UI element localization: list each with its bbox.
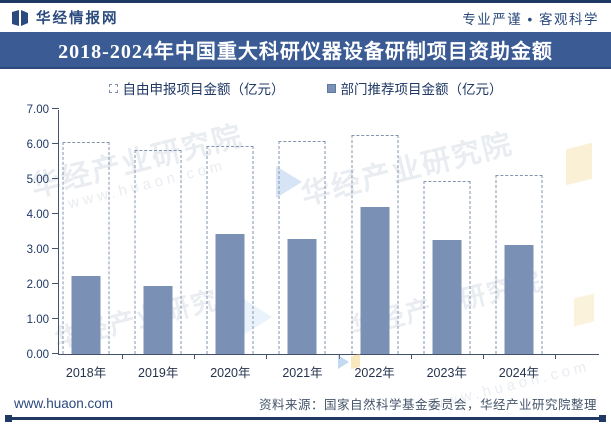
x-axis-labels: 2018年 2019年 2020年 2021年 2022年 2023年 2024年 bbox=[50, 362, 555, 381]
x-axis-label: 2018年 bbox=[65, 366, 107, 380]
brand: 华经情报网 bbox=[12, 7, 119, 28]
legend-item-department-recommended: 部门推荐项目金额（亿元） bbox=[326, 78, 503, 98]
solid-bar-legend-marker-icon bbox=[326, 83, 336, 93]
x-axis-label: 2019年 bbox=[138, 366, 179, 380]
x-axis-label: 2024年 bbox=[498, 366, 540, 380]
data-source-note: 资料来源：国家自然科学基金委员会，华经产业研究院整理 bbox=[258, 397, 597, 412]
bar-group bbox=[483, 110, 555, 354]
y-tick-mark bbox=[52, 353, 59, 354]
dashed-bar-legend-marker-icon bbox=[108, 83, 118, 93]
free-application-bar bbox=[351, 135, 399, 354]
free-application-bar bbox=[62, 142, 110, 354]
x-tick-mark bbox=[410, 354, 412, 359]
department-recommended-bar bbox=[143, 286, 173, 354]
free-application-bar bbox=[423, 181, 471, 354]
bar-group bbox=[50, 110, 122, 354]
x-tick-mark bbox=[194, 354, 196, 359]
x-tick-mark bbox=[122, 354, 124, 359]
department-recommended-bar bbox=[71, 275, 101, 354]
department-recommended-bar bbox=[215, 233, 245, 354]
y-tick-label: 2.00 bbox=[26, 279, 49, 291]
department-recommended-bar bbox=[287, 238, 317, 354]
brand-logo-icon bbox=[12, 9, 30, 26]
free-application-bar bbox=[206, 145, 254, 354]
y-tick-label: 3.00 bbox=[26, 244, 49, 256]
x-tick-mark bbox=[338, 354, 340, 359]
y-tick-label: 4.00 bbox=[26, 209, 49, 221]
site-link[interactable]: www.huaon.com bbox=[14, 395, 114, 411]
bar-group bbox=[411, 110, 483, 354]
bar-chart-plot-area: 2018年 2019年 2020年 2021年 2022年 2023年 2024年 0.00… bbox=[27, 104, 599, 380]
y-tick-mark bbox=[52, 108, 59, 109]
chart-title-banner: 2018-2024年中国重大科研仪器设备研制项目资助金额 bbox=[0, 32, 611, 69]
legend-label: 部门推荐项目金额（亿元） bbox=[340, 82, 503, 97]
y-tick-mark bbox=[52, 248, 59, 249]
y-tick-mark bbox=[52, 178, 59, 179]
footer-divider bbox=[5, 415, 606, 422]
header-slogan: 专业严谨 • 客观科学 bbox=[462, 11, 599, 27]
brand-name: 华经情报网 bbox=[36, 11, 119, 27]
free-application-bar bbox=[278, 141, 326, 354]
department-recommended-bar bbox=[432, 240, 462, 354]
y-tick-label: 5.00 bbox=[26, 174, 49, 186]
x-axis-label: 2022年 bbox=[354, 366, 395, 380]
legend-item-free-application: 自由申报项目金额（亿元） bbox=[108, 78, 285, 98]
chart-title: 2018-2024年中国重大科研仪器设备研制项目资助金额 bbox=[58, 41, 553, 63]
y-tick-mark bbox=[52, 318, 59, 319]
department-recommended-bar bbox=[360, 207, 390, 354]
y-tick-mark bbox=[52, 283, 59, 284]
free-application-bar bbox=[134, 150, 182, 354]
x-axis-label: 2020年 bbox=[210, 366, 251, 380]
bar-group bbox=[194, 110, 266, 354]
y-tick-label: 6.00 bbox=[26, 139, 49, 151]
x-axis-label: 2021年 bbox=[282, 366, 323, 380]
x-tick-mark bbox=[555, 354, 556, 359]
bar-group bbox=[122, 110, 194, 354]
x-tick-mark bbox=[266, 354, 268, 359]
legend-label: 自由申报项目金额（亿元） bbox=[122, 82, 285, 97]
x-tick-mark bbox=[482, 354, 484, 359]
footer: www.huaon.com 资料来源：国家自然科学基金委员会，华经产业研究院整理 bbox=[0, 390, 611, 416]
bar-group bbox=[266, 110, 338, 354]
y-tick-mark bbox=[52, 213, 59, 214]
department-recommended-bar bbox=[504, 245, 534, 354]
y-tick-label: 7.00 bbox=[26, 104, 49, 116]
bar-series-container bbox=[50, 110, 555, 354]
y-tick-mark bbox=[52, 143, 59, 144]
header: 华经情报网 专业严谨 • 客观科学 bbox=[0, 3, 611, 32]
bar-group bbox=[339, 110, 411, 354]
y-tick-label: 1.00 bbox=[26, 314, 49, 326]
legend: 自由申报项目金额（亿元） 部门推荐项目金额（亿元） bbox=[0, 78, 611, 98]
top-accent-bar bbox=[0, 0, 611, 3]
free-application-bar bbox=[495, 174, 543, 354]
x-axis-label: 2023年 bbox=[426, 366, 467, 380]
y-tick-label: 0.00 bbox=[26, 349, 49, 361]
